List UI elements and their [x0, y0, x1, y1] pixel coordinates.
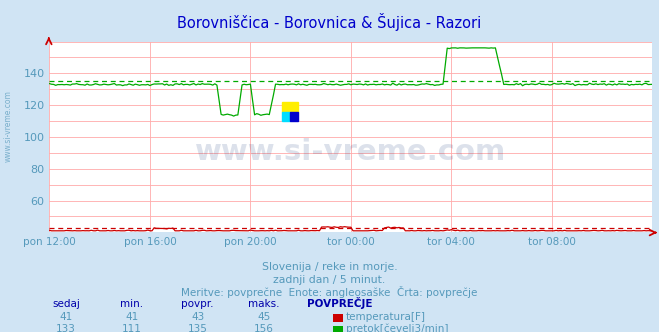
Text: 41: 41	[125, 312, 138, 322]
Text: www.si-vreme.com: www.si-vreme.com	[195, 138, 507, 166]
Text: POVPREČJE: POVPREČJE	[306, 297, 372, 309]
Text: Meritve: povprečne  Enote: angleosaške  Črta: povprečje: Meritve: povprečne Enote: angleosaške Čr…	[181, 287, 478, 298]
Text: 133: 133	[56, 324, 76, 332]
Text: 45: 45	[257, 312, 270, 322]
Bar	[281, 112, 290, 121]
Text: 43: 43	[191, 312, 204, 322]
Text: povpr.: povpr.	[181, 299, 214, 309]
Text: 41: 41	[59, 312, 72, 322]
Text: 156: 156	[254, 324, 273, 332]
Text: Slovenija / reke in morje.: Slovenija / reke in morje.	[262, 262, 397, 272]
Text: 135: 135	[188, 324, 208, 332]
Text: www.si-vreme.com: www.si-vreme.com	[3, 90, 13, 162]
Bar	[290, 112, 299, 121]
Text: 111: 111	[122, 324, 142, 332]
Text: pretok[čevelj3/min]: pretok[čevelj3/min]	[346, 323, 449, 332]
Text: Borovniščica - Borovnica & Šujica - Razori: Borovniščica - Borovnica & Šujica - Razo…	[177, 13, 482, 31]
Text: temperatura[F]: temperatura[F]	[346, 312, 426, 322]
Text: sedaj: sedaj	[52, 299, 80, 309]
Text: maks.: maks.	[248, 299, 279, 309]
Text: min.: min.	[120, 299, 144, 309]
Bar	[281, 102, 299, 112]
Text: zadnji dan / 5 minut.: zadnji dan / 5 minut.	[273, 275, 386, 285]
